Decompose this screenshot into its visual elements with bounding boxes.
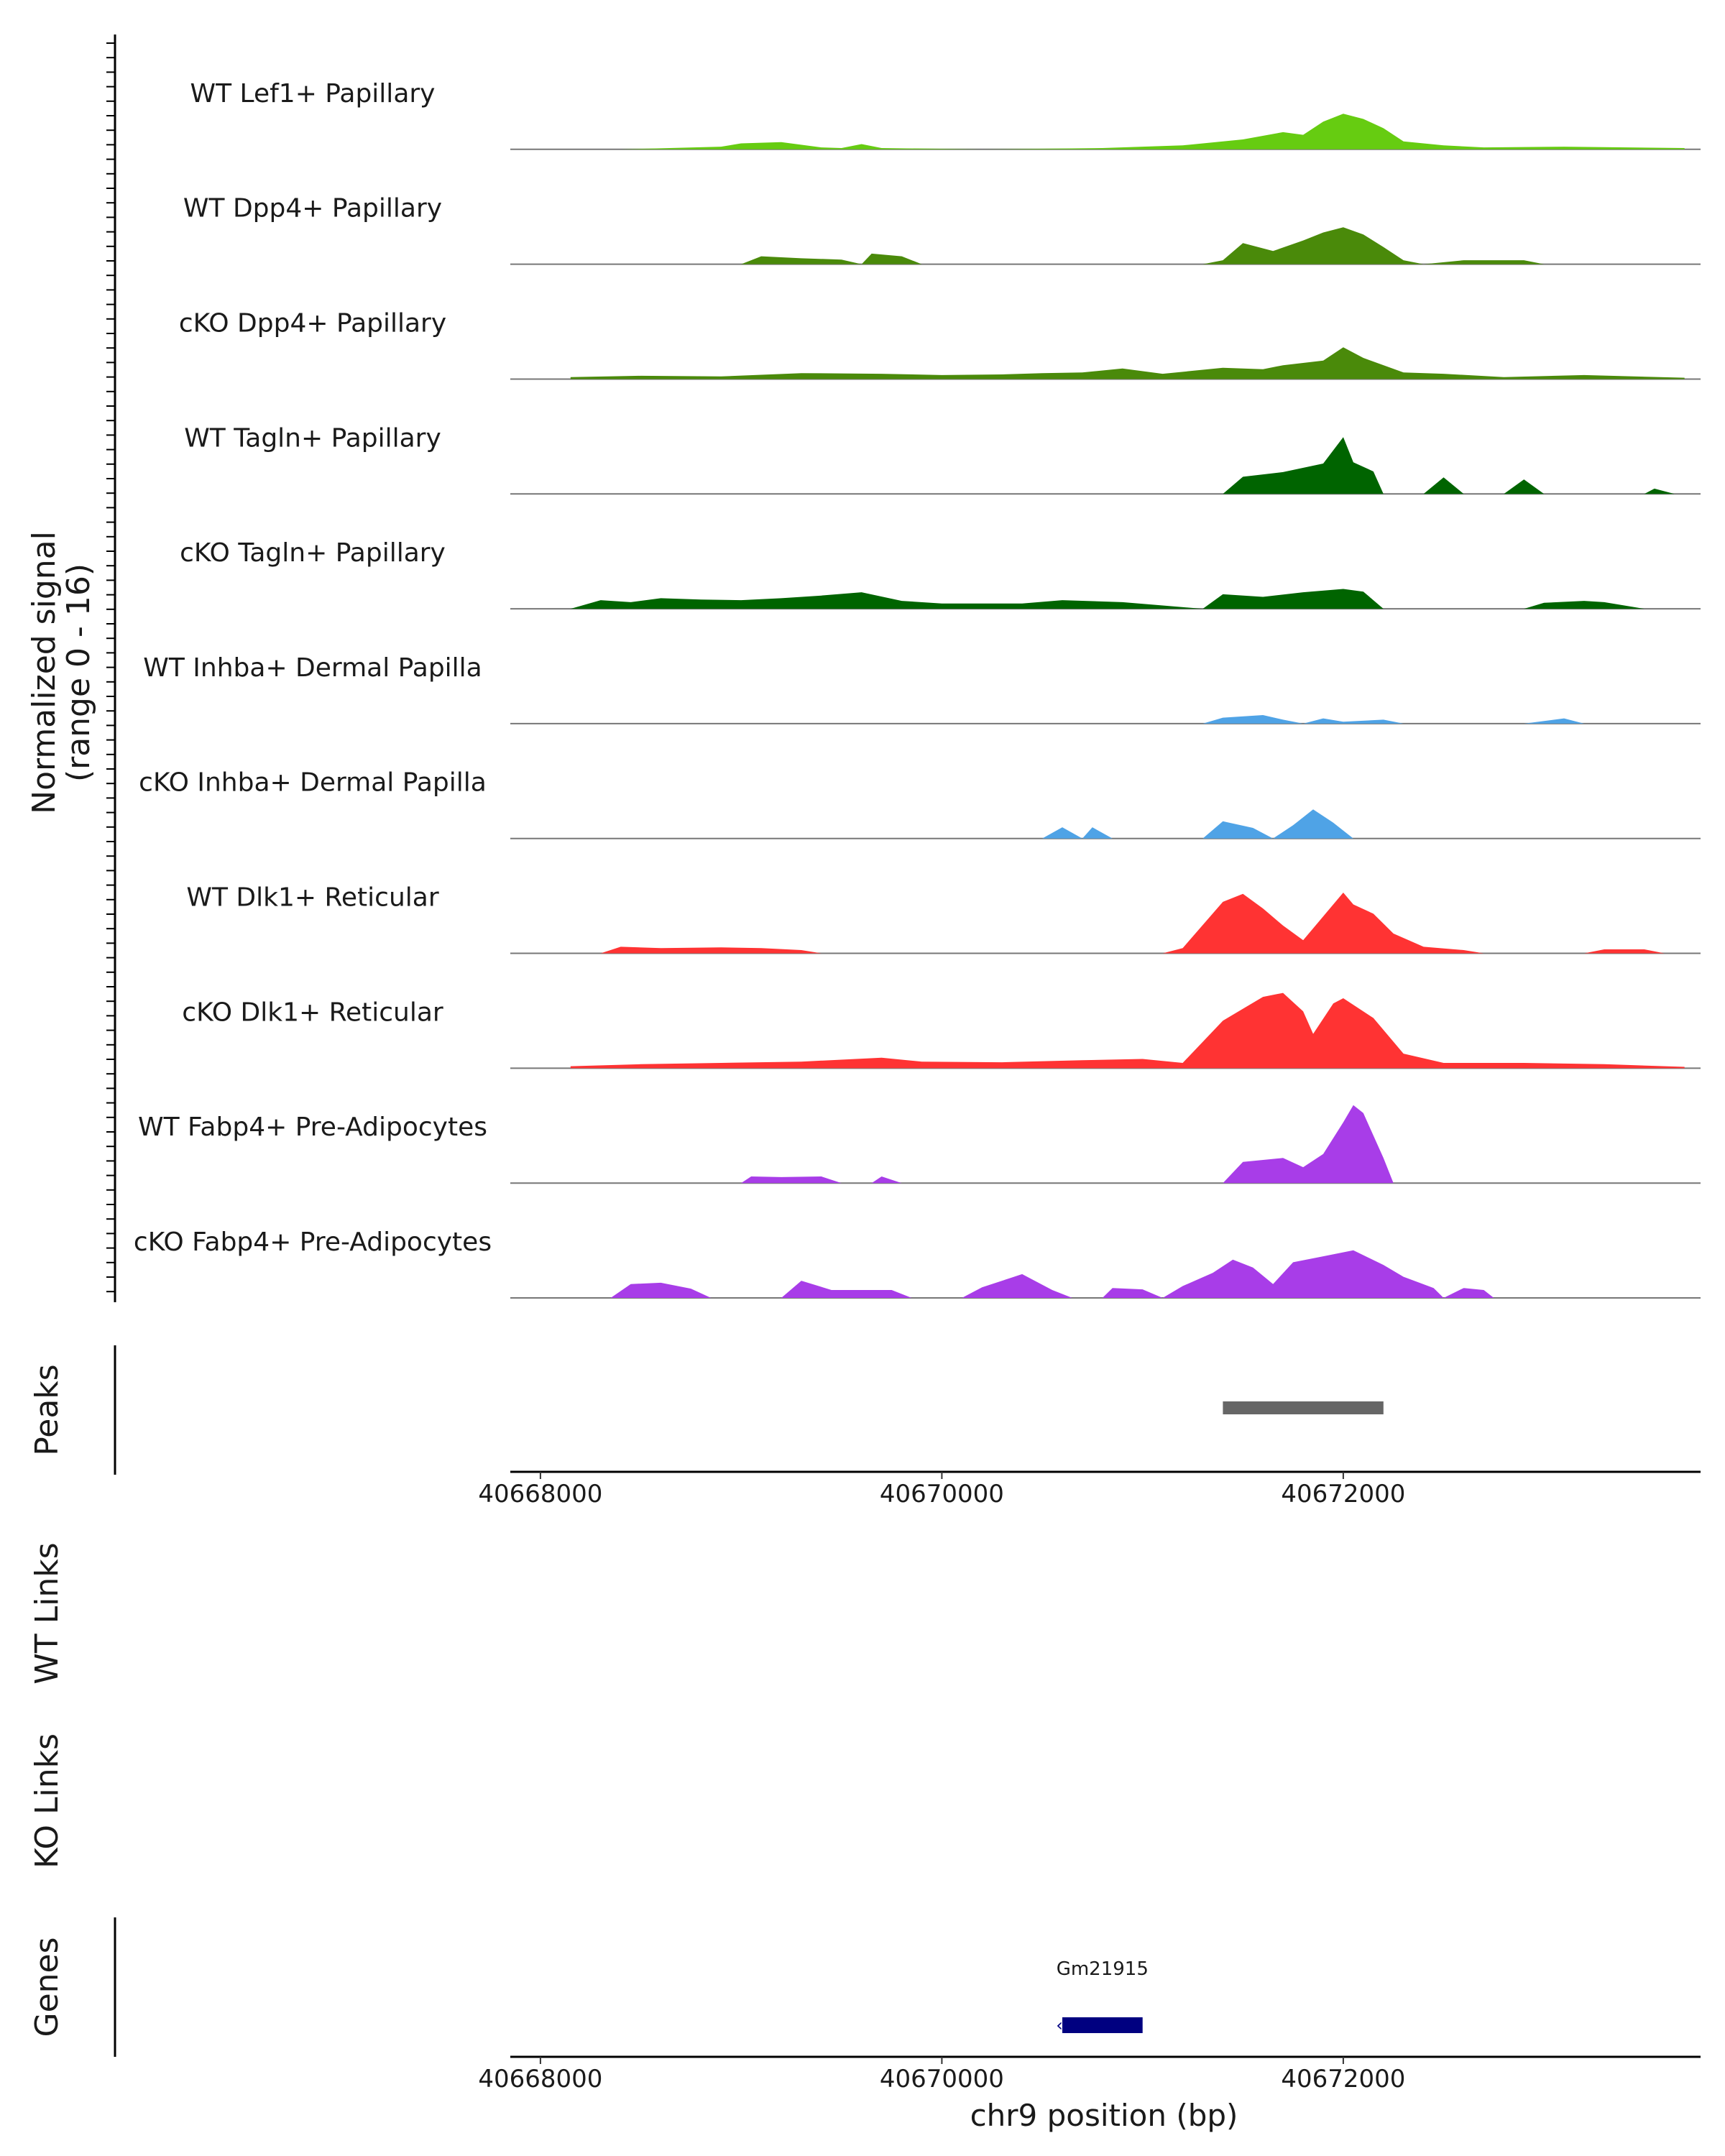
track-10: cKO Fabp4+ Pre-Adipocytes <box>134 1227 1701 1299</box>
x-tick-label: 40670000 <box>880 1480 1004 1508</box>
track-label: WT Inhba+ Dermal Papilla <box>143 653 482 683</box>
peak-bar <box>1223 1401 1384 1414</box>
peaks-panel-title: Peaks <box>29 1364 65 1455</box>
track-label: cKO Tagln+ Papillary <box>180 538 446 568</box>
track-area <box>620 114 1685 149</box>
gene-strand-arrow: ‹ <box>1056 2015 1063 2035</box>
track-7: WT Dlk1+ Reticular <box>186 883 1701 954</box>
track-area <box>570 347 1685 379</box>
track-8: cKO Dlk1+ Reticular <box>182 992 1701 1069</box>
track-label: cKO Inhba+ Dermal Papilla <box>139 768 487 798</box>
peaks-panel <box>1223 1401 1384 1414</box>
track-0: WT Lef1+ Papillary <box>190 79 1701 150</box>
x-tick-label: 40672000 <box>1281 2065 1405 2093</box>
track-area <box>610 1250 1494 1298</box>
track-1: WT Dpp4+ Papillary <box>183 194 1701 265</box>
gene-label: Gm21915 <box>1057 1958 1149 1980</box>
x-tick-label: 40672000 <box>1281 1480 1405 1508</box>
track-4: cKO Tagln+ Papillary <box>180 538 1701 610</box>
track-label: WT Fabp4+ Pre-Adipocytes <box>138 1112 487 1142</box>
genes-panel-title: Genes <box>29 1937 65 2037</box>
ko-links-panel-title: KO Links <box>29 1733 65 1869</box>
y-axis-subtitle: (range 0 - 16) <box>60 563 97 782</box>
track-2: cKO Dpp4+ Papillary <box>179 309 1701 380</box>
track-area <box>1202 715 1584 724</box>
gene-body <box>1062 2017 1143 2033</box>
track-3: WT Tagln+ Papillary <box>184 423 1701 495</box>
x-tick-label: 40668000 <box>478 1480 602 1508</box>
track-label: cKO Dpp4+ Papillary <box>179 309 446 338</box>
coverage-y-axis-ticks <box>106 42 115 1293</box>
x-axis-title: chr9 position (bp) <box>970 2098 1238 2133</box>
coverage-tracks: WT Lef1+ Papillary WT Dpp4+ Papillary cKO … <box>134 79 1701 1299</box>
track-9: WT Fabp4+ Pre-Adipocytes <box>138 1105 1701 1184</box>
track-label: cKO Fabp4+ Pre-Adipocytes <box>134 1227 492 1257</box>
track-area <box>570 992 1685 1069</box>
x-tick-label: 40668000 <box>478 2065 602 2093</box>
track-area <box>600 893 1665 954</box>
track-area <box>1042 809 1353 839</box>
track-label: cKO Dlk1+ Reticular <box>182 998 443 1027</box>
track-label: WT Tagln+ Papillary <box>184 423 441 453</box>
track-label: WT Dpp4+ Papillary <box>183 194 442 224</box>
track-label: WT Lef1+ Papillary <box>190 79 436 109</box>
wt-links-panel-title: WT Links <box>29 1542 65 1684</box>
track-5: WT Inhba+ Dermal Papilla <box>143 653 1701 724</box>
peaks-x-axis-ticks: 40668000 40670000 40672000 <box>478 1472 1405 1508</box>
track-area <box>570 589 1644 609</box>
x-tick-label: 40670000 <box>880 2065 1004 2093</box>
y-axis-title: Normalized signal <box>26 531 63 814</box>
genes-panel: ‹ Gm21915 <box>1056 1958 1149 2035</box>
track-label: WT Dlk1+ Reticular <box>186 883 438 913</box>
track-area <box>741 227 1545 264</box>
track-6: cKO Inhba+ Dermal Papilla <box>139 768 1701 839</box>
track-area <box>741 1105 1394 1184</box>
track-area <box>1223 437 1675 494</box>
genes-x-axis-ticks: 40668000 40670000 40672000 <box>478 2057 1405 2093</box>
